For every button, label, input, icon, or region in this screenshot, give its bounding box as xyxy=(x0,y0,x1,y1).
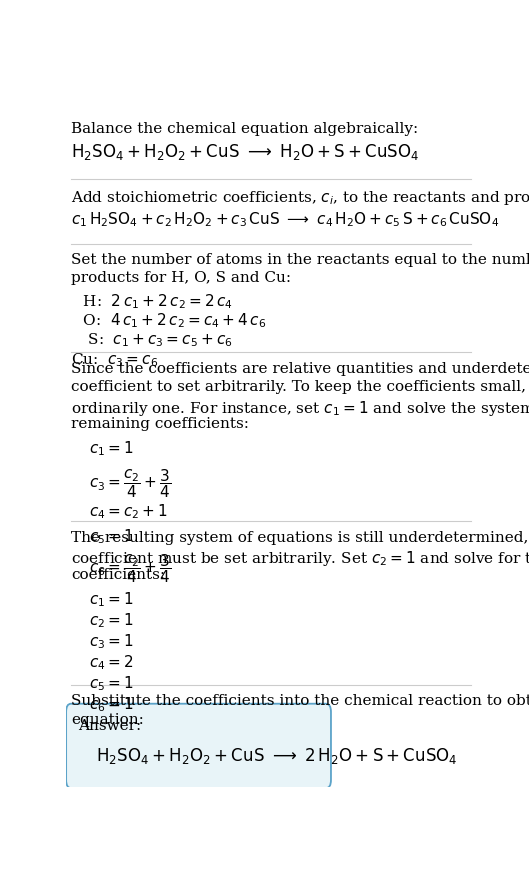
Text: Add stoichiometric coefficients, $c_i$, to the reactants and products:: Add stoichiometric coefficients, $c_i$, … xyxy=(71,189,529,207)
Text: $c_3 = \dfrac{c_2}{4} + \dfrac{3}{4}$: $c_3 = \dfrac{c_2}{4} + \dfrac{3}{4}$ xyxy=(89,467,171,499)
Text: Answer:: Answer: xyxy=(78,719,142,733)
FancyBboxPatch shape xyxy=(66,704,331,789)
Text: H:  $2\,c_1 + 2\,c_2 = 2\,c_4$: H: $2\,c_1 + 2\,c_2 = 2\,c_4$ xyxy=(78,292,232,310)
Text: $c_4 = c_2 + 1$: $c_4 = c_2 + 1$ xyxy=(89,502,168,521)
Text: equation:: equation: xyxy=(71,713,144,727)
Text: $c_1\,\mathsf{H_2SO_4} + c_2\,\mathsf{H_2O_2} + c_3\,\mathsf{CuS} \ \longrightar: $c_1\,\mathsf{H_2SO_4} + c_2\,\mathsf{H_… xyxy=(71,210,499,229)
Text: $c_3 = 1$: $c_3 = 1$ xyxy=(89,632,133,651)
Text: $c_1 = 1$: $c_1 = 1$ xyxy=(89,590,133,609)
Text: coefficient to set arbitrarily. To keep the coefficients small, the arbitrary va: coefficient to set arbitrarily. To keep … xyxy=(71,380,529,394)
Text: Balance the chemical equation algebraically:: Balance the chemical equation algebraica… xyxy=(71,122,418,136)
Text: Since the coefficients are relative quantities and underdetermined, choose a: Since the coefficients are relative quan… xyxy=(71,362,529,376)
Text: products for H, O, S and Cu:: products for H, O, S and Cu: xyxy=(71,271,291,286)
Text: $c_1 = 1$: $c_1 = 1$ xyxy=(89,439,133,458)
Text: $c_6 = 1$: $c_6 = 1$ xyxy=(89,696,133,714)
Text: $c_2 = 1$: $c_2 = 1$ xyxy=(89,611,133,629)
Text: Set the number of atoms in the reactants equal to the number of atoms in the: Set the number of atoms in the reactants… xyxy=(71,253,529,267)
Text: Substitute the coefficients into the chemical reaction to obtain the balanced: Substitute the coefficients into the che… xyxy=(71,694,529,708)
Text: $\mathsf{H_2SO_4 + H_2O_2 + CuS \ \longrightarrow \ H_2O + S + CuSO_4}$: $\mathsf{H_2SO_4 + H_2O_2 + CuS \ \longr… xyxy=(71,142,419,162)
Text: $c_6 = \dfrac{c_2}{4} + \dfrac{3}{4}$: $c_6 = \dfrac{c_2}{4} + \dfrac{3}{4}$ xyxy=(89,552,171,585)
Text: ordinarily one. For instance, set $c_1 = 1$ and solve the system of equations fo: ordinarily one. For instance, set $c_1 =… xyxy=(71,399,529,418)
Text: $c_5 = 1$: $c_5 = 1$ xyxy=(89,674,133,693)
Text: $c_4 = 2$: $c_4 = 2$ xyxy=(89,653,133,672)
Text: remaining coefficients:: remaining coefficients: xyxy=(71,417,249,431)
Text: $c_5 = 1$: $c_5 = 1$ xyxy=(89,528,133,546)
Text: coefficient must be set arbitrarily. Set $c_2 = 1$ and solve for the remaining: coefficient must be set arbitrarily. Set… xyxy=(71,549,529,568)
Text: $\mathsf{H_2SO_4 + H_2O_2 + CuS \ \longrightarrow \ 2\,H_2O + S + CuSO_4}$: $\mathsf{H_2SO_4 + H_2O_2 + CuS \ \longr… xyxy=(96,746,457,766)
Text: Cu:  $c_3 = c_6$: Cu: $c_3 = c_6$ xyxy=(71,351,158,369)
Text: S:  $c_1 + c_3 = c_5 + c_6$: S: $c_1 + c_3 = c_5 + c_6$ xyxy=(78,332,232,349)
Text: The resulting system of equations is still underdetermined, so an additional: The resulting system of equations is sti… xyxy=(71,530,529,545)
Text: coefficients:: coefficients: xyxy=(71,568,165,582)
Text: O:  $4\,c_1 + 2\,c_2 = c_4 + 4\,c_6$: O: $4\,c_1 + 2\,c_2 = c_4 + 4\,c_6$ xyxy=(78,312,266,331)
